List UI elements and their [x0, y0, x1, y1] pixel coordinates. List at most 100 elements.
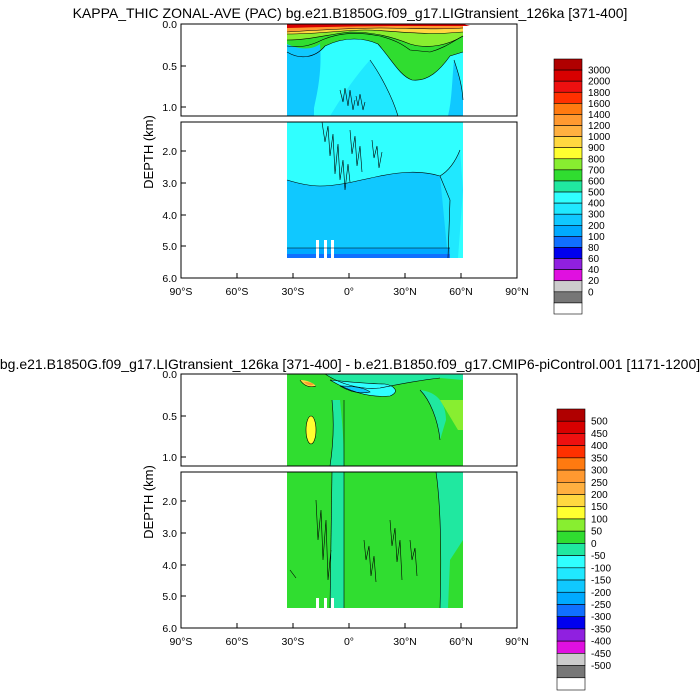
- top-upper-contours: [286, 27, 464, 116]
- colorbar-swatch: [556, 445, 586, 459]
- colorbar-swatch: [553, 191, 583, 204]
- colorbar-swatch: [553, 213, 583, 226]
- colorbar-label: -500: [591, 661, 611, 672]
- x-tick-label: 30°N: [393, 636, 416, 648]
- colorbar-swatch: [553, 158, 583, 171]
- colorbar-label: 300: [588, 210, 605, 221]
- colorbar-swatch: [553, 225, 583, 237]
- bottom-tick-marks: [181, 415, 462, 628]
- colorbar-label: 100: [591, 514, 608, 525]
- x-tick-label: 90°S: [170, 286, 193, 298]
- bottom-lower-field: [287, 472, 463, 608]
- colorbar-swatch: [556, 469, 586, 483]
- colorbar-label: -200: [591, 588, 611, 599]
- colorbar-label: 20: [588, 276, 600, 287]
- y-tick-label: 1.0: [162, 452, 177, 464]
- colorbar-label: -250: [591, 600, 611, 611]
- top-lower-field: [287, 122, 463, 258]
- colorbar-swatch: [556, 616, 586, 630]
- top-title: KAPPA_THIC ZONAL-AVE (PAC) bg.e21.B1850G…: [73, 5, 628, 21]
- colorbar-swatch: [556, 653, 586, 666]
- y-tick-label: 0.5: [162, 61, 177, 73]
- x-tick-label: 60°S: [226, 636, 249, 648]
- colorbar-swatch: [556, 591, 586, 605]
- top-y-axis-label: DEPTH (km): [141, 115, 156, 189]
- colorbar-label: -150: [591, 576, 611, 587]
- colorbar-label: 400: [588, 199, 605, 210]
- x-tick-label: 60°N: [449, 286, 472, 298]
- colorbar-swatch: [556, 457, 586, 471]
- colorbar-swatch: [553, 114, 583, 126]
- colorbar-swatch: [553, 125, 583, 137]
- colorbar-label: 3000: [588, 66, 611, 77]
- colorbar-swatch: [553, 291, 583, 304]
- colorbar-label: 600: [588, 176, 605, 187]
- colorbar-swatch: [553, 258, 583, 270]
- colorbar-swatch: [556, 494, 586, 508]
- x-tick-label: 30°S: [282, 286, 305, 298]
- colorbar-swatch: [556, 518, 586, 532]
- colorbar-label: 500: [588, 188, 605, 199]
- y-tick-label: 0.5: [162, 411, 177, 423]
- colorbar-label: 400: [591, 441, 608, 452]
- y-tick-label: 6.0: [162, 623, 177, 635]
- colorbar-label: -400: [591, 637, 611, 648]
- bottom-x-ticks: 90°S 60°S 30°S 0° 30°N 60°N 90°N: [170, 636, 529, 648]
- x-tick-label: 60°S: [226, 286, 249, 298]
- y-tick-label: 4.0: [162, 210, 177, 222]
- y-tick-label: 6.0: [162, 273, 177, 285]
- y-tick-label: 5.0: [162, 241, 177, 253]
- colorbar-label: 500: [591, 417, 608, 428]
- x-tick-label: 30°N: [393, 286, 416, 298]
- top-colorbar: 3000200018001600140012001000900800700600…: [553, 58, 611, 315]
- colorbar-label: 200: [588, 221, 605, 232]
- x-tick-label: 30°S: [282, 636, 305, 648]
- colorbar-label: 200: [591, 490, 608, 501]
- bottom-y-ticks: 0.0 0.5 1.0 2.0 3.0 4.0 5.0 6.0: [162, 369, 177, 635]
- colorbar-swatch: [556, 543, 586, 556]
- colorbar-swatch: [556, 420, 586, 434]
- y-tick-label: 1.0: [162, 102, 177, 114]
- colorbar-label: 100: [588, 232, 605, 243]
- colorbar-swatch: [556, 482, 586, 495]
- colorbar-label: 60: [588, 254, 600, 265]
- colorbar-swatch: [556, 604, 586, 617]
- colorbar-label: 700: [588, 165, 605, 176]
- colorbar-swatch: [556, 665, 586, 679]
- colorbar-swatch: [556, 555, 586, 569]
- top-upper-frame: [180, 23, 518, 117]
- colorbar-label: 1600: [588, 99, 611, 110]
- x-tick-label: 90°N: [505, 286, 528, 298]
- colorbar-label: -300: [591, 612, 611, 623]
- colorbar-swatch: [556, 640, 586, 654]
- x-tick-label: 60°N: [449, 636, 472, 648]
- y-tick-label: 2.0: [162, 146, 177, 158]
- colorbar-swatch: [556, 677, 586, 691]
- y-tick-label: 0.0: [162, 19, 177, 31]
- colorbar-swatch: [553, 91, 583, 104]
- top-tick-marks: [181, 65, 462, 278]
- colorbar-label: 1400: [588, 110, 611, 121]
- colorbar-label: 300: [591, 466, 608, 477]
- colorbar-label: 1200: [588, 121, 611, 132]
- colorbar-label: 0: [591, 539, 597, 550]
- colorbar-swatch: [553, 236, 583, 248]
- colorbar-label: 80: [588, 243, 600, 254]
- colorbar-swatch: [553, 247, 583, 259]
- colorbar-label: 150: [591, 502, 608, 513]
- colorbar-label: 1000: [588, 132, 611, 143]
- colorbar-swatch: [553, 147, 583, 160]
- colorbar-swatch: [553, 169, 583, 182]
- colorbar-swatch: [556, 433, 586, 446]
- colorbar-swatch: [556, 408, 586, 422]
- colorbar-label: 800: [588, 154, 605, 165]
- colorbar-swatch: [556, 567, 586, 581]
- colorbar-label: 350: [591, 453, 608, 464]
- y-tick-label: 2.0: [162, 496, 177, 508]
- bottom-upper-frame: [180, 373, 518, 467]
- bottom-y-axis-label: DEPTH (km): [141, 465, 156, 539]
- colorbar-label: 900: [588, 143, 605, 154]
- colorbar-swatch: [556, 506, 586, 520]
- bottom-colorbar: 500450400350300250200150100500-50-100-15…: [556, 408, 611, 691]
- colorbar-swatch: [553, 280, 583, 293]
